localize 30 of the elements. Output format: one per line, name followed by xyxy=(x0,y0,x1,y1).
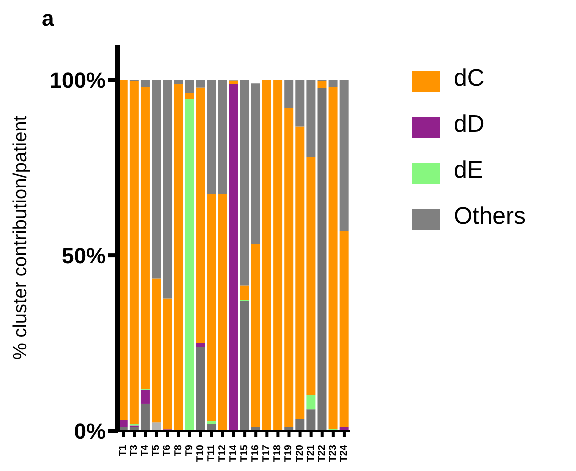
x-tick-label: T17 xyxy=(262,444,273,462)
x-tick-label: T6 xyxy=(162,444,174,457)
x-tick-label: T14 xyxy=(228,444,240,462)
y-tick-label: 50% xyxy=(62,243,106,268)
legend-label: dE xyxy=(454,157,484,184)
y-tick-label: 100% xyxy=(50,68,106,93)
x-tick-label: T16 xyxy=(250,444,262,462)
x-tick-label: T20 xyxy=(294,444,306,462)
x-tick-label: T3 xyxy=(129,444,140,457)
x-tick-label: T10 xyxy=(195,444,206,462)
chart-title: a xyxy=(42,6,54,32)
x-tick-label: T23 xyxy=(328,444,339,462)
x-tick-label: T1 xyxy=(118,444,130,457)
x-tick-label: T8 xyxy=(173,444,184,457)
x-tick-label: T5 xyxy=(151,444,162,457)
x-tick-label: T9 xyxy=(184,444,196,457)
x-tick-label: T18 xyxy=(272,444,284,462)
legend-label: dD xyxy=(454,111,485,138)
legend-label: dC xyxy=(454,65,485,92)
x-tick-label: T21 xyxy=(306,444,317,462)
x-tick-label: T11 xyxy=(206,444,218,462)
x-tick-label: T22 xyxy=(316,444,328,462)
x-tick-label: T19 xyxy=(284,444,295,462)
x-tick-label: T15 xyxy=(240,444,251,462)
legend-label: Others xyxy=(454,203,526,230)
x-tick-label: T24 xyxy=(338,444,350,462)
x-tick-label: T12 xyxy=(217,444,228,462)
y-tick-label: 0% xyxy=(74,418,106,444)
x-tick-label: T4 xyxy=(140,444,152,457)
y-axis-title: % cluster contribution/patient xyxy=(10,115,32,360)
